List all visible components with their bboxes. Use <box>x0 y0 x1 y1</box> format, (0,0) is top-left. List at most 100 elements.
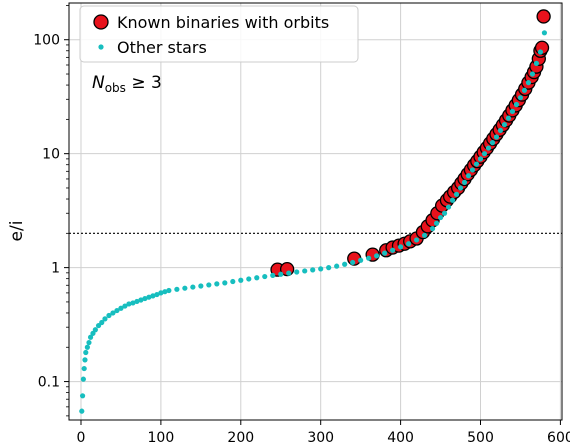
point-other-star <box>390 247 396 253</box>
point-other-star <box>214 281 220 287</box>
series-layer <box>79 9 551 414</box>
point-other-star <box>182 285 188 291</box>
point-other-star <box>102 316 108 322</box>
point-other-star <box>421 232 428 238</box>
point-other-star <box>254 275 260 281</box>
point-other-star <box>79 408 85 414</box>
legend-box <box>79 5 359 63</box>
nobs-condition: ≥ 3 <box>126 73 162 93</box>
plot-frame <box>68 2 563 421</box>
point-other-star <box>382 250 388 256</box>
y-tick-label: 1 <box>51 261 60 277</box>
point-other-star <box>81 365 87 372</box>
x-tick-label: 600 <box>547 430 570 446</box>
point-other-star <box>92 327 98 333</box>
point-other-star <box>453 191 460 197</box>
y-tick-label: 100 <box>33 33 60 49</box>
legend-label-other-stars: Other stars <box>117 38 207 57</box>
point-other-star <box>114 307 120 314</box>
point-other-star <box>95 322 102 329</box>
point-other-star <box>86 339 92 346</box>
point-other-star <box>158 290 164 296</box>
point-other-star <box>118 305 124 311</box>
point-other-star <box>465 173 472 179</box>
point-other-star <box>138 297 144 303</box>
point-other-star <box>122 303 128 309</box>
point-other-star <box>106 312 112 319</box>
point-other-star <box>481 151 488 157</box>
point-other-star <box>477 156 484 162</box>
point-other-star <box>206 282 212 288</box>
x-tick-label: 100 <box>148 430 175 446</box>
point-other-star <box>286 270 292 276</box>
point-other-star <box>82 357 88 363</box>
x-tick-label: 400 <box>387 430 414 446</box>
x-tick-label: 500 <box>467 430 494 446</box>
x-tick-label: 300 <box>307 430 334 446</box>
point-other-star <box>222 280 228 286</box>
point-other-star <box>334 263 340 269</box>
point-other-star <box>84 344 90 350</box>
point-other-star <box>154 291 160 298</box>
point-other-star <box>238 277 244 283</box>
point-other-star <box>397 244 404 250</box>
point-other-star <box>469 167 476 173</box>
x-axis-ticks: 0 100 200 300 400 500 600 <box>77 420 570 446</box>
point-other-star <box>342 261 348 267</box>
point-other-star <box>437 214 444 221</box>
point-other-star <box>537 49 544 55</box>
point-other-star <box>366 255 372 261</box>
point-other-star <box>489 140 496 146</box>
point-other-star <box>541 30 548 36</box>
legend-label-known-binaries: Known binaries with orbits <box>117 13 329 32</box>
point-other-star <box>433 220 440 226</box>
nobs-symbol: N <box>92 73 105 93</box>
point-other-star <box>485 145 492 151</box>
point-other-star <box>457 185 464 191</box>
point-other-star <box>294 269 300 275</box>
point-other-star <box>126 301 132 307</box>
point-other-star <box>134 298 140 305</box>
point-other-star <box>413 237 420 243</box>
point-other-star <box>529 71 536 77</box>
point-other-star <box>174 286 180 292</box>
point-other-star <box>326 265 332 271</box>
point-other-star <box>310 267 316 273</box>
point-other-star <box>493 134 500 140</box>
point-other-star <box>198 283 204 289</box>
point-other-star <box>525 80 532 86</box>
point-other-star <box>83 349 89 356</box>
point-other-star <box>350 259 356 266</box>
y-tick-label: 0.1 <box>38 375 60 391</box>
point-other-star <box>146 294 152 300</box>
point-other-star <box>270 272 276 278</box>
point-other-star <box>130 300 136 306</box>
point-other-star <box>79 393 86 399</box>
point-other-star <box>374 253 380 259</box>
gridlines <box>69 3 562 420</box>
nobs-subscript: obs <box>105 81 126 95</box>
point-other-star <box>505 115 512 121</box>
point-other-star <box>318 266 324 272</box>
y-axis-ticks: 0.1 1 10 100 <box>33 5 69 417</box>
point-other-star <box>80 376 86 382</box>
x-tick-label: 0 <box>77 430 86 446</box>
point-other-star <box>246 276 252 282</box>
point-other-star <box>501 121 508 128</box>
nobs-annotation: Nobs ≥ 3 <box>92 73 162 95</box>
point-other-star <box>99 319 105 326</box>
point-other-star <box>517 95 524 101</box>
point-other-star <box>142 295 148 302</box>
point-known-binary <box>536 9 551 24</box>
point-other-star <box>461 179 468 185</box>
legend-marker-known-binaries <box>93 14 109 30</box>
point-other-star <box>497 127 504 134</box>
point-other-star <box>150 293 156 299</box>
point-other-star <box>445 204 452 210</box>
point-other-star <box>278 271 284 277</box>
point-other-star <box>473 161 480 167</box>
point-other-star <box>87 334 94 340</box>
point-other-star <box>449 197 456 203</box>
point-other-star <box>162 289 168 295</box>
